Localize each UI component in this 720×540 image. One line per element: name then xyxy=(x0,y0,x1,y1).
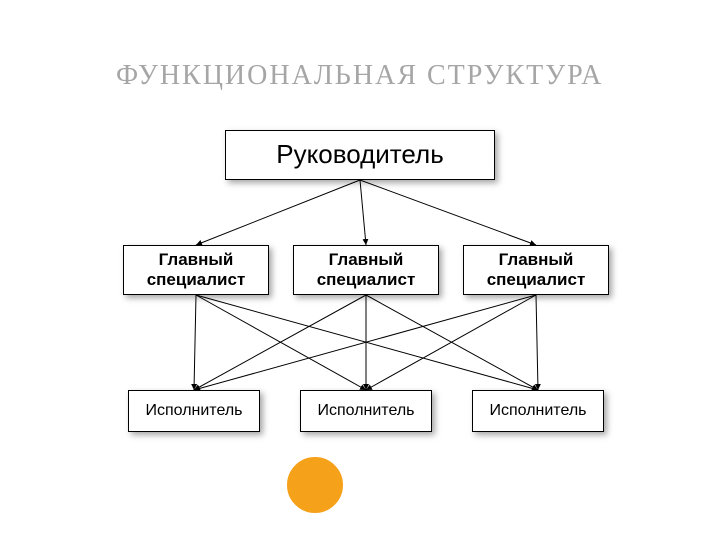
node-specialist-3: Главный специалист xyxy=(463,245,609,295)
edge-leader-spec3 xyxy=(360,180,536,245)
node-executor-1-label: Исполнитель xyxy=(145,402,242,420)
node-specialist-2-label: Главный специалист xyxy=(298,250,434,289)
edge-leader-spec2 xyxy=(360,180,366,245)
node-executor-3: Исполнитель xyxy=(472,390,604,432)
node-leader-label: Руководитель xyxy=(276,140,444,170)
edge-spec1-exec1 xyxy=(194,295,196,390)
node-specialist-3-label: Главный специалист xyxy=(468,250,604,289)
page-title: ФУНКЦИОНАЛЬНАЯ СТРУКТУРА xyxy=(116,60,603,92)
node-specialist-1-label: Главный специалист xyxy=(128,250,264,289)
node-executor-3-label: Исполнитель xyxy=(489,402,586,420)
accent-circle xyxy=(284,454,346,516)
node-executor-2: Исполнитель xyxy=(300,390,432,432)
edge-spec3-exec3 xyxy=(536,295,538,390)
node-executor-2-label: Исполнитель xyxy=(317,402,414,420)
edge-spec3-exec2 xyxy=(366,295,536,390)
node-executor-1: Исполнитель xyxy=(128,390,260,432)
edge-spec2-exec3 xyxy=(366,295,538,390)
node-specialist-2: Главный специалист xyxy=(293,245,439,295)
edge-spec3-exec1 xyxy=(194,295,536,390)
edge-spec1-exec2 xyxy=(196,295,366,390)
node-specialist-1: Главный специалист xyxy=(123,245,269,295)
edge-spec2-exec1 xyxy=(194,295,366,390)
edge-leader-spec1 xyxy=(196,180,360,245)
edge-spec1-exec3 xyxy=(196,295,538,390)
node-leader: Руководитель xyxy=(225,130,495,180)
